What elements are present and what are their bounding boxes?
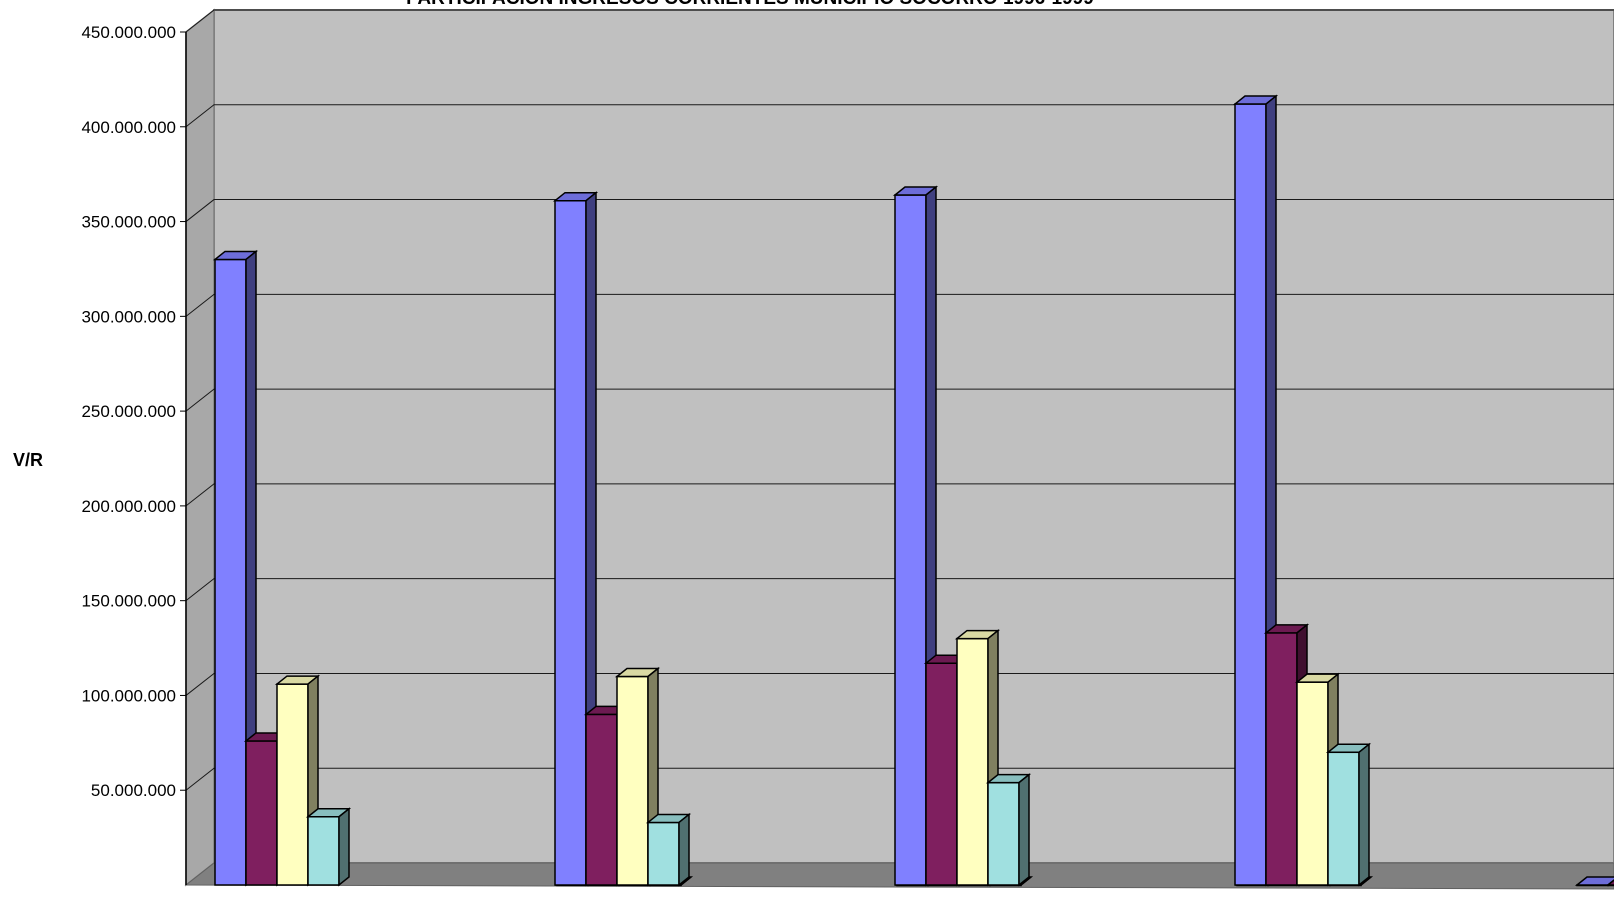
y-tick-label: 300.000.000 [81, 307, 176, 326]
bars [212, 94, 1614, 887]
gridline [185, 104, 1614, 128]
bar [305, 807, 352, 887]
y-tick-label: 450.000.000 [81, 23, 176, 42]
gridline [185, 293, 1614, 317]
y-tick-label: 250.000.000 [81, 402, 176, 421]
bar [985, 773, 1032, 887]
y-tick-label: 400.000.000 [81, 118, 176, 137]
bar-front [616, 675, 649, 886]
bar-front [245, 740, 278, 886]
bar-front [1234, 103, 1267, 886]
y-axis-label: V/R [13, 450, 43, 470]
bar [1605, 879, 1614, 887]
bar-front [956, 637, 989, 886]
bar-top [1605, 879, 1614, 886]
bar [645, 812, 692, 887]
y-axis: 50.000.000 100.000.000 150.000.000 200.000.… [81, 23, 187, 885]
bar-side [1360, 876, 1372, 886]
bar [1325, 742, 1372, 887]
gridlines [185, 9, 1614, 791]
bar-front [925, 662, 958, 886]
gridline [185, 9, 1614, 33]
bar-top [1574, 876, 1614, 886]
bar-front [1327, 751, 1360, 886]
bar [892, 185, 939, 887]
gridline [185, 199, 1614, 222]
bar [1294, 672, 1341, 887]
y-tick-label: 100.000.000 [81, 686, 176, 705]
bar-front [647, 821, 680, 886]
side-wall [185, 8, 215, 887]
gridline [185, 483, 1614, 507]
bar-side [1358, 742, 1370, 887]
gridline [185, 388, 1614, 412]
bar-side [1020, 876, 1032, 886]
bar-front [894, 194, 927, 886]
bar-front [1296, 681, 1329, 886]
bar-front [554, 199, 587, 886]
gridline [185, 578, 1614, 602]
bar [212, 249, 259, 887]
bar-side [678, 812, 690, 887]
bar-side [680, 876, 692, 886]
y-tick-label: 200.000.000 [81, 497, 176, 516]
chart-title: PARTICIPACION INGRESOS CORRIENTES MUNICI… [406, 0, 1094, 9]
bar-front [1265, 632, 1298, 886]
bar-side [338, 807, 350, 887]
bar-front [214, 258, 247, 886]
gridline [185, 767, 1614, 791]
y-tick-label: 350.000.000 [81, 213, 176, 232]
y-tick-label: 50.000.000 [91, 781, 176, 800]
bar-front [276, 683, 309, 886]
bar-front [987, 781, 1020, 886]
y-tick-label: 150.000.000 [81, 592, 176, 611]
bar-front [307, 816, 340, 886]
bar-side [1018, 773, 1030, 887]
gridline [185, 672, 1614, 696]
bar-front [585, 713, 618, 886]
bar [552, 191, 599, 887]
